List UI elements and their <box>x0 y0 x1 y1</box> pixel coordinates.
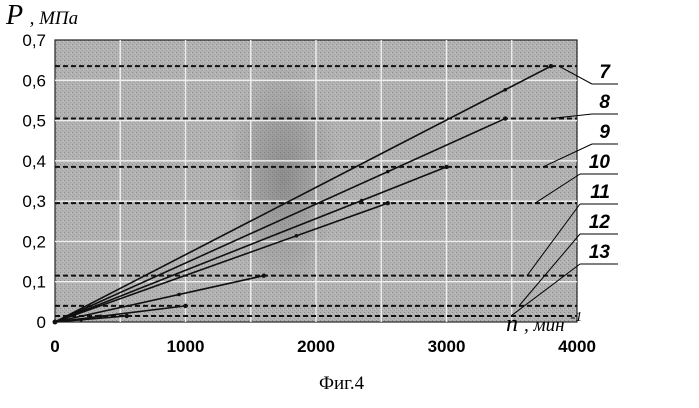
figure-caption: Фиг.4 <box>319 373 365 394</box>
series-endpoint-10 <box>386 201 390 205</box>
series-marker-9 <box>360 199 364 203</box>
series-marker-13 <box>79 318 83 322</box>
series-endpoint-8 <box>503 116 507 120</box>
series-endpoint-7 <box>549 64 553 68</box>
series-endpoint-13 <box>125 314 129 318</box>
y-tick-label: 0,4 <box>22 152 46 171</box>
series-label-8: 8 <box>599 92 610 113</box>
x-tick-label: 3000 <box>428 337 466 356</box>
series-endpoint-11 <box>262 273 266 277</box>
series-label-13: 13 <box>589 242 611 263</box>
x-axis-unit: , мин <box>524 315 565 336</box>
series-labels: 7 8 9 10 11 12 13 <box>589 62 612 263</box>
y-axis-unit: , МПа <box>30 8 79 29</box>
y-tick-label: 0,5 <box>22 112 46 131</box>
scan-smudge <box>228 57 338 297</box>
y-axis-symbol: P <box>5 0 23 31</box>
series-label-11: 11 <box>590 182 610 203</box>
origin-point <box>53 320 58 325</box>
series-label-9: 9 <box>599 122 610 143</box>
series-endpoint-9 <box>444 165 448 169</box>
series-endpoint-12 <box>183 304 187 308</box>
series-label-7: 7 <box>599 62 611 83</box>
series-label-10: 10 <box>589 152 611 173</box>
y-tick-label: 0,2 <box>22 232 46 251</box>
x-axis-unit-exponent: -1 <box>571 310 583 325</box>
x-tick-label: 4000 <box>558 337 596 356</box>
series-marker-8 <box>386 170 390 174</box>
series-marker-10 <box>295 234 299 238</box>
y-tick-label: 0 <box>37 313 46 332</box>
x-axis-title: n , мин -1 <box>506 310 582 337</box>
y-tick-label: 0,6 <box>22 71 46 90</box>
x-tick-label: 2000 <box>297 337 335 356</box>
x-tick-label: 1000 <box>167 337 205 356</box>
series-label-12: 12 <box>589 212 611 233</box>
x-axis-symbol: n <box>506 311 518 337</box>
y-tick-label: 0,7 <box>22 31 46 50</box>
series-marker-7 <box>503 88 507 92</box>
y-axis-title: P , МПа <box>5 0 78 31</box>
y-tick-label: 0,3 <box>22 192 46 211</box>
series-marker-11 <box>177 293 181 297</box>
y-tick-label: 0,1 <box>22 273 46 292</box>
x-tick-label: 0 <box>50 337 59 356</box>
